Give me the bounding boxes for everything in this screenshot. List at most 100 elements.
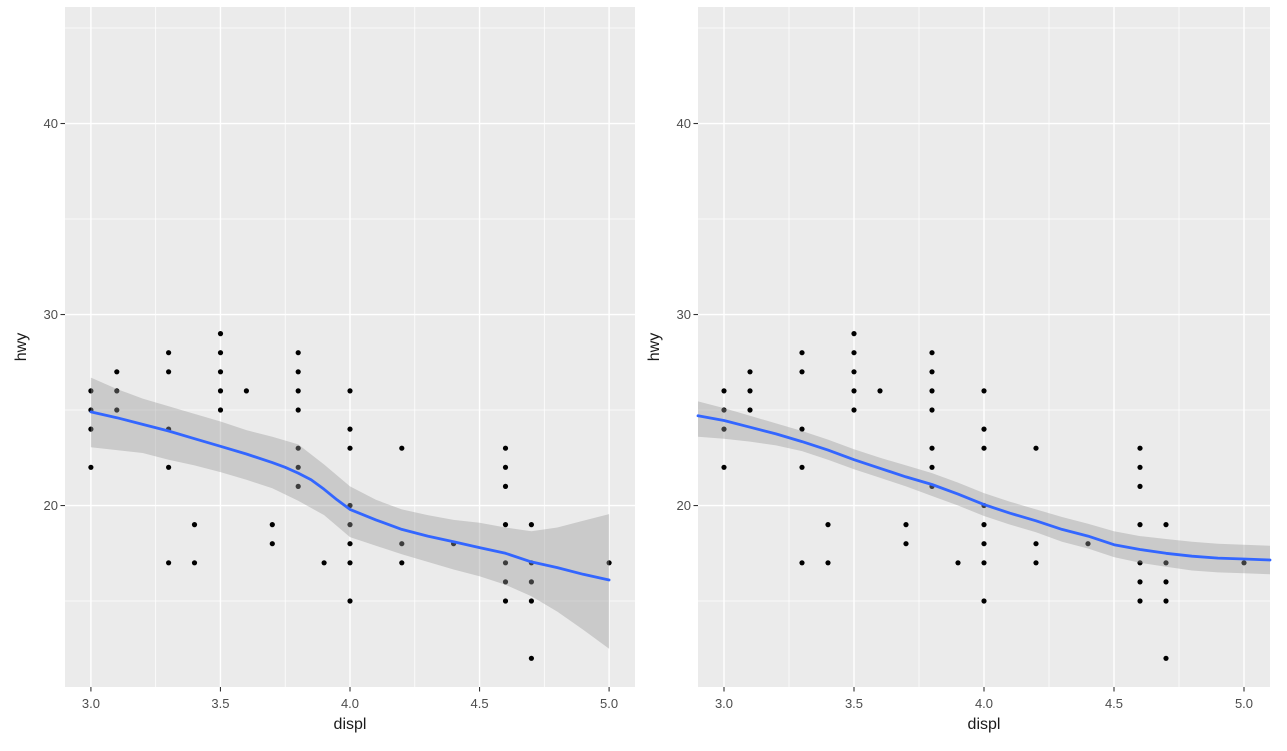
x-tick-label: 4.0 [341,696,359,711]
data-point [721,407,727,413]
data-point [1163,579,1169,585]
x-axis-title: displ [968,716,1001,733]
data-point [502,483,509,489]
data-point [295,388,301,394]
data-point [929,369,935,375]
data-point [217,369,224,375]
data-point [269,541,275,547]
data-point [799,464,805,470]
data-point [877,388,883,394]
y-tick-label: 20 [44,498,58,513]
data-point [399,541,405,547]
data-point [347,560,353,566]
data-point [903,522,909,528]
data-point [981,522,987,528]
data-point [295,483,301,489]
data-point [955,560,961,566]
data-point [217,388,224,394]
data-point [747,369,753,375]
data-point [1137,483,1143,489]
data-point [399,560,405,566]
confidence-ribbon [698,401,1270,575]
data-point [502,464,509,470]
data-point [166,560,172,566]
data-point [1137,522,1143,528]
data-point [347,541,353,547]
data-point [217,331,224,337]
data-point [347,598,353,604]
y-tick-label: 40 [677,116,691,131]
data-point [799,560,805,566]
x-axis-title: displ [334,716,367,733]
data-point [1163,522,1169,528]
data-point [851,369,857,375]
smooth-line [89,410,611,582]
data-point [295,369,301,375]
data-point [721,426,727,432]
data-point [166,464,172,470]
data-point [88,388,94,394]
data-point [528,655,535,661]
data-point [747,407,753,413]
data-point [981,541,987,547]
y-tick-label: 30 [677,307,691,322]
data-point [114,369,120,375]
data-point [166,350,172,356]
data-point [747,388,753,394]
data-point [217,350,224,356]
points-layer [721,331,1247,661]
data-point [1163,560,1169,566]
data-point [1085,541,1091,547]
x-tick-label: 5.0 [600,696,618,711]
data-point [295,407,301,413]
data-point [502,445,509,451]
data-point [347,522,353,528]
data-point [1137,579,1143,585]
data-point [528,522,535,528]
data-point [606,560,612,566]
data-point [295,350,301,356]
right-plot: 3.0 3.5 4.0 4.5 5.0 20 30 40 displ hwy [646,7,1272,733]
x-tick-label: 4.0 [975,696,993,711]
data-point [851,350,857,356]
y-axis-title: hwy [646,333,663,361]
data-point [981,560,987,566]
data-point [528,598,535,604]
left-plot: 3.0 3.5 4.0 4.5 5.0 20 30 40 displ hwy [13,7,635,733]
data-point [929,407,935,413]
data-point [269,522,275,528]
data-point [825,522,831,528]
data-point [981,445,987,451]
data-point [721,464,727,470]
data-point [981,598,987,604]
data-point [347,388,353,394]
data-point [88,464,94,470]
data-point [217,407,224,413]
x-tick-label: 3.5 [211,696,229,711]
data-point [825,560,831,566]
x-tick-label: 3.0 [82,696,100,711]
data-point [1033,560,1039,566]
y-axis-title: hwy [13,333,30,361]
data-point [929,388,935,394]
data-point [981,426,987,432]
data-point [295,445,301,451]
data-point [799,426,805,432]
data-point [1033,541,1039,547]
data-point [191,560,198,566]
data-point [903,541,909,547]
data-point [114,388,120,394]
data-point [851,407,857,413]
data-point [399,445,405,451]
data-point [502,522,509,528]
data-point [321,560,327,566]
data-point [114,407,120,413]
data-point [191,522,198,528]
data-point [1241,560,1247,566]
y-tick-label: 20 [677,498,691,513]
x-tick-label: 4.5 [471,696,489,711]
data-point [1137,445,1143,451]
data-point [1163,598,1169,604]
